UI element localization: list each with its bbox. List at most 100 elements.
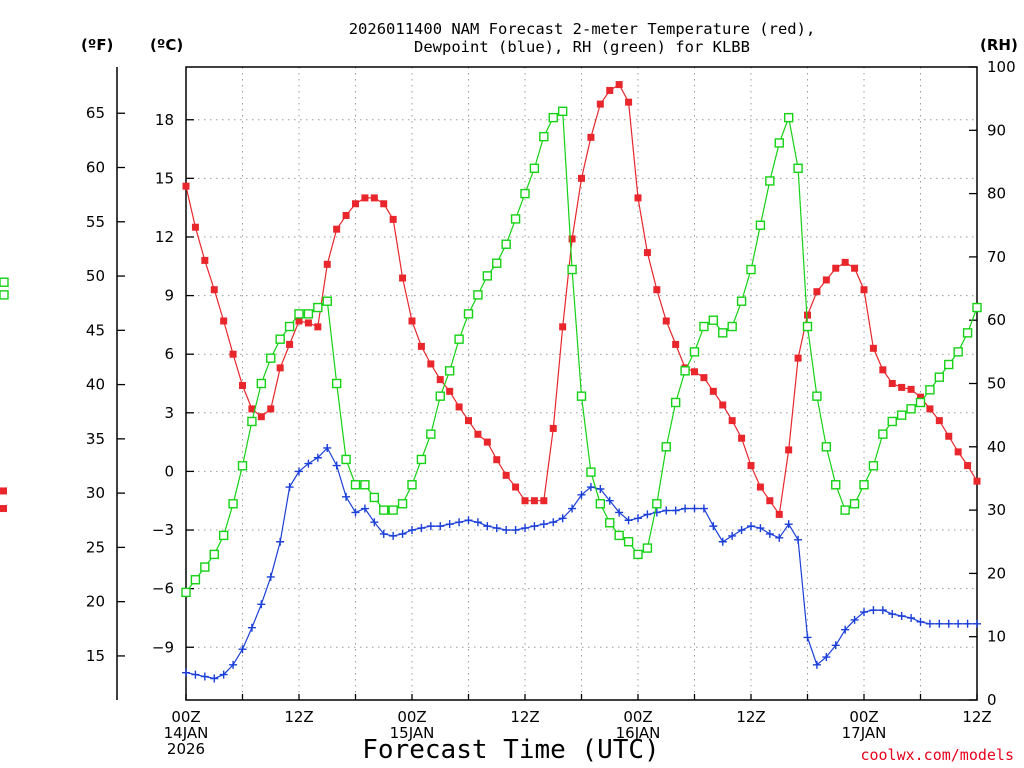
series-temperature [0,81,981,518]
temperature-point [926,405,934,413]
temperature-point [427,360,435,368]
x-tick-label: 17JAN [842,724,887,742]
rh-point [200,562,210,572]
dewpoint-point [681,504,690,513]
rh-point [642,543,653,553]
celsius-tick-label: −6 [152,580,174,598]
temperature-point [794,354,802,362]
celsius-tick-label: 6 [164,345,174,363]
dewpoint-point [765,529,774,538]
temperature-point [822,276,830,284]
temperature-point [512,483,520,491]
rh-point [812,391,822,401]
dewpoint-point [822,653,831,662]
temperature-point [352,200,359,208]
rh-point [736,296,747,306]
dewpoint-point [539,520,548,529]
fahrenheit-tick-label: 45 [86,321,105,339]
dewpoint-point [709,522,718,531]
rh-point [397,499,408,509]
rh-point [689,347,700,357]
dewpoint-point [238,645,247,654]
dewpoint-point [473,518,482,527]
rh-point [708,315,719,325]
dewpoint-point [408,526,416,535]
temperature-point [841,258,849,266]
dewpoint-point [662,506,671,515]
dewpoint-point [643,510,652,519]
fahrenheit-tick-label: 15 [86,647,105,665]
x-tick-label: 12Z [284,708,313,726]
temperature-point [879,366,887,374]
temperature-point [408,317,416,325]
dewpoint-point [596,485,605,493]
temperature-point [832,264,840,272]
dewpoint-point [775,533,784,542]
rh-point [303,309,314,319]
temperature-point [888,380,896,387]
dewpoint-point [916,617,925,626]
rh-tick-label: 80 [987,185,1006,203]
dewpoint-point [398,529,407,538]
rh-point [586,467,596,477]
temperature-point [229,350,237,358]
temperature-point [709,387,717,395]
fahrenheit-tick-label: 35 [86,430,105,448]
dewpoint-point [747,522,755,531]
dewpoint-point [332,461,341,470]
fahrenheit-tick-label: 40 [86,376,105,394]
dewpoint-point [907,613,916,622]
temperature-point [361,194,369,202]
rh-point [510,214,521,224]
temperature-point [502,471,510,479]
dewpoint-point [445,520,454,529]
temperature-point [276,364,284,372]
fahrenheit-tick-label: 65 [86,104,105,122]
dewpoint-point [718,537,727,546]
rh-point [595,499,606,509]
rh-tick-label: 0 [987,691,997,709]
temperature-point [530,497,538,505]
rh-tick-label: 50 [987,375,1006,393]
rh-point [915,397,926,408]
temperature-point [0,505,7,513]
dewpoint-point [219,670,228,679]
rh-point [623,537,634,547]
rh-point [416,454,427,465]
dewpoint-point [285,483,294,492]
fahrenheit-tick-label: 50 [86,267,105,285]
celsius-tick-label: −9 [152,638,174,656]
temperature-line [185,83,978,516]
dewpoint-point [944,619,953,628]
rh-point [190,575,201,585]
dewpoint-point [586,483,595,492]
rh-point [256,378,267,389]
temperature-point [813,288,821,296]
fahrenheit-tick-label: 30 [86,484,105,502]
dewpoint-point [295,467,303,476]
rh-point [972,302,982,313]
rh-point [605,518,615,528]
dewpoint-point [370,518,379,527]
rh-point [218,530,229,541]
dewpoint-point [389,531,398,540]
temperature-point [691,368,698,376]
dewpoint-point [360,504,369,513]
x-tick-label: 00Z [623,708,652,726]
rh-point [426,429,436,439]
temperature-point [917,393,924,401]
temperature-point [898,383,906,391]
tick-labels: 1520253035404550556065−9−6−3036912151801… [86,58,1016,758]
dewpoint-point [464,516,473,525]
rh-point [341,454,351,465]
dewpoint-point [247,623,256,632]
dewpoint-point [812,660,821,669]
celsius-tick-label: 3 [164,404,174,422]
x-tick-label: 00Z [397,708,426,726]
temperature-point [615,81,623,89]
temperature-point [634,194,642,202]
temperature-point [851,264,859,272]
celsius-tick-label: 12 [155,228,174,246]
axes [116,66,978,701]
dewpoint-point [455,518,464,527]
